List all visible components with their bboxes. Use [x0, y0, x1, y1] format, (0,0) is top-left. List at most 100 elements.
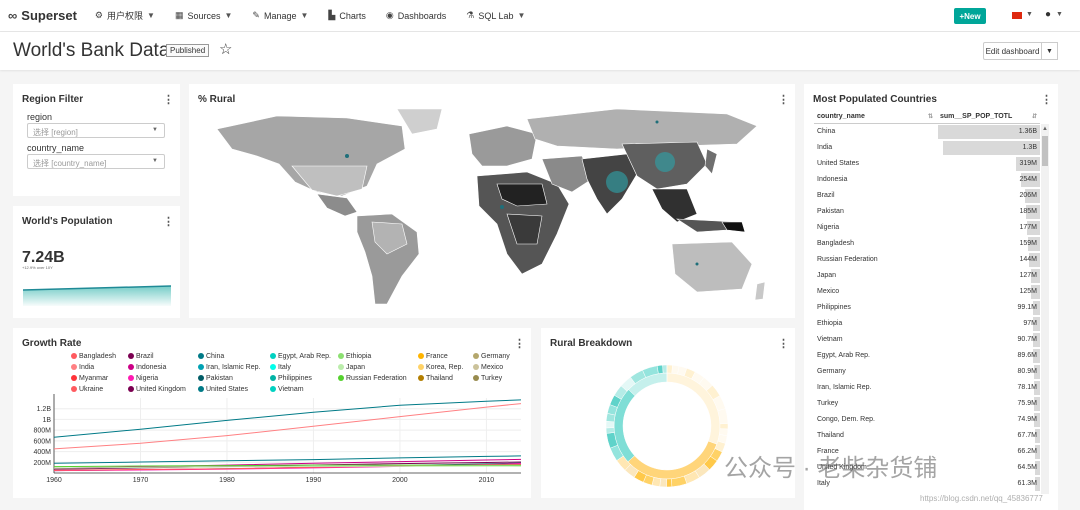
table-row[interactable]: Italy 61.3M	[814, 476, 1040, 492]
sunburst-segment[interactable]	[666, 372, 721, 445]
map-region-middle-east[interactable]	[541, 155, 593, 193]
table-row[interactable]: India 1.3B	[814, 140, 1040, 156]
table-row[interactable]: United Kingdom 64.5M	[814, 460, 1040, 476]
country-select[interactable]: 选择 [country_name] ▼	[27, 154, 165, 169]
edit-dashboard-button[interactable]: Edit dashboard	[983, 42, 1042, 60]
sort-icon[interactable]: ⇅	[928, 114, 934, 120]
table-row[interactable]: Russian Federation 144M	[814, 252, 1040, 268]
more-vert-icon[interactable]: ⋮	[778, 94, 789, 106]
new-button[interactable]: + New	[954, 8, 986, 24]
legend-item[interactable]: Germany	[473, 353, 510, 360]
map-region-southeast-asia[interactable]	[651, 188, 698, 223]
user-icon[interactable]: ●	[1045, 9, 1052, 20]
nav-security-menu[interactable]: ⚙ 用户权限 ▼	[95, 9, 155, 22]
map-region-central-africa[interactable]	[506, 213, 543, 245]
nav-dashboards[interactable]: ◉ Dashboards	[386, 10, 446, 21]
legend-item[interactable]: Pakistan	[198, 375, 233, 382]
more-vert-icon[interactable]: ⋮	[778, 338, 789, 350]
sunburst-segment[interactable]	[656, 364, 664, 374]
series-line[interactable]	[53, 465, 522, 469]
table-row[interactable]: Congo, Dem. Rep. 74.9M	[814, 412, 1040, 428]
legend-item[interactable]: Ukraine	[71, 386, 103, 393]
more-vert-icon[interactable]: ⋮	[1041, 94, 1052, 106]
legend-item[interactable]: Mexico	[473, 364, 503, 371]
growth-rate-line-chart[interactable]: 200M 400M 600M 800M 1B 1.2B 1960 1970 1980 1990 20…	[13, 328, 531, 498]
table-row[interactable]: Brazil 206M	[814, 188, 1040, 204]
sunburst-segment[interactable]	[666, 478, 673, 488]
series-line[interactable]	[53, 464, 521, 468]
sunburst-segment[interactable]	[719, 423, 729, 430]
legend-item[interactable]: Nigeria	[128, 375, 158, 382]
legend-item[interactable]: Turkey	[473, 375, 502, 382]
sort-desc-icon[interactable]: ⇵	[1032, 114, 1038, 120]
map-region-sahel[interactable]	[496, 183, 548, 207]
table-row[interactable]: Japan 127M	[814, 268, 1040, 284]
region-select[interactable]: 选择 [region] ▼	[27, 123, 165, 138]
legend-item[interactable]: Italy	[270, 364, 291, 371]
table-row[interactable]: United States 319M	[814, 156, 1040, 172]
map-region-australia[interactable]	[671, 241, 753, 293]
more-vert-icon[interactable]: ⋮	[514, 338, 525, 350]
world-map[interactable]	[197, 104, 787, 314]
chevron-down-icon[interactable]: ▼	[1056, 11, 1063, 18]
table-row[interactable]: Pakistan 185M	[814, 204, 1040, 220]
series-line[interactable]	[53, 455, 522, 464]
brand[interactable]: ∞ Superset	[8, 8, 77, 23]
series-line[interactable]	[53, 399, 522, 438]
table-row[interactable]: Ethiopia 97M	[814, 316, 1040, 332]
legend-item[interactable]: Ethiopia	[338, 353, 371, 360]
table-row[interactable]: Mexico 125M	[814, 284, 1040, 300]
column-header-country[interactable]: country_name	[817, 113, 865, 120]
nav-sources-menu[interactable]: ▦ Sources ▼	[175, 10, 232, 21]
chevron-down-icon[interactable]: ▼	[1026, 11, 1033, 18]
legend-item[interactable]: Egypt, Arab Rep.	[270, 353, 331, 360]
more-vert-icon[interactable]: ⋮	[163, 94, 174, 106]
table-row[interactable]: Egypt, Arab Rep. 89.6M	[814, 348, 1040, 364]
table-row[interactable]: Philippines 99.1M	[814, 300, 1040, 316]
table-row[interactable]: Turkey 75.9M	[814, 396, 1040, 412]
table-row[interactable]: Thailand 67.7M	[814, 428, 1040, 444]
map-region-papua[interactable]	[721, 221, 746, 233]
legend-item[interactable]: China	[198, 353, 224, 360]
nav-sqllab-menu[interactable]: ⚗ SQL Lab ▼	[466, 10, 525, 21]
legend-item[interactable]: Myanmar	[71, 375, 108, 382]
table-row[interactable]: France 66.2M	[814, 444, 1040, 460]
scrollbar-track[interactable]	[1041, 124, 1049, 494]
series-line[interactable]	[53, 458, 522, 469]
scroll-up-icon[interactable]: ▲	[1042, 126, 1048, 132]
map-bubble[interactable]	[500, 205, 504, 209]
map-bubble-india[interactable]	[606, 171, 628, 193]
table-row[interactable]: Iran, Islamic Rep. 78.1M	[814, 380, 1040, 396]
legend-item[interactable]: Korea, Rep.	[418, 364, 463, 371]
star-icon[interactable]: ☆	[219, 41, 233, 58]
column-header-population[interactable]: sum__SP_POP_TOTL	[940, 113, 1013, 120]
table-row[interactable]: Germany 80.9M	[814, 364, 1040, 380]
legend-item[interactable]: Iran, Islamic Rep.	[198, 364, 260, 371]
legend-item[interactable]: United Kingdom	[128, 386, 186, 393]
more-vert-icon[interactable]: ⋮	[163, 216, 174, 228]
scrollbar-thumb[interactable]	[1042, 136, 1048, 166]
table-row[interactable]: Vietnam 90.7M	[814, 332, 1040, 348]
legend-item[interactable]: Indonesia	[128, 364, 166, 371]
map-region-europe[interactable]	[468, 125, 538, 167]
sunburst-segment[interactable]	[605, 420, 615, 429]
table-row[interactable]: China 1.36B	[814, 124, 1040, 140]
map-region-greenland[interactable]	[396, 108, 443, 135]
chevron-down-icon[interactable]: ▼	[1042, 42, 1058, 60]
legend-item[interactable]: United States	[198, 386, 248, 393]
legend-item[interactable]: Russian Federation	[338, 375, 407, 382]
sunburst-chart[interactable]	[605, 364, 729, 488]
map-region-russia[interactable]	[526, 108, 758, 150]
table-row[interactable]: Indonesia 254M	[814, 172, 1040, 188]
map-bubble[interactable]	[345, 154, 349, 158]
nav-charts[interactable]: ▙ Charts	[328, 10, 365, 21]
table-row[interactable]: Nigeria 177M	[814, 220, 1040, 236]
language-flag-icon[interactable]	[1012, 12, 1022, 19]
legend-item[interactable]: Thailand	[418, 375, 453, 382]
map-region-japan[interactable]	[704, 148, 718, 175]
nav-manage-menu[interactable]: ✎ Manage ▼	[252, 10, 308, 21]
legend-item[interactable]: India	[71, 364, 94, 371]
map-region-brazil[interactable]	[371, 221, 408, 255]
map-bubble-china[interactable]	[655, 152, 675, 172]
map-region-new-zealand[interactable]	[754, 281, 766, 301]
